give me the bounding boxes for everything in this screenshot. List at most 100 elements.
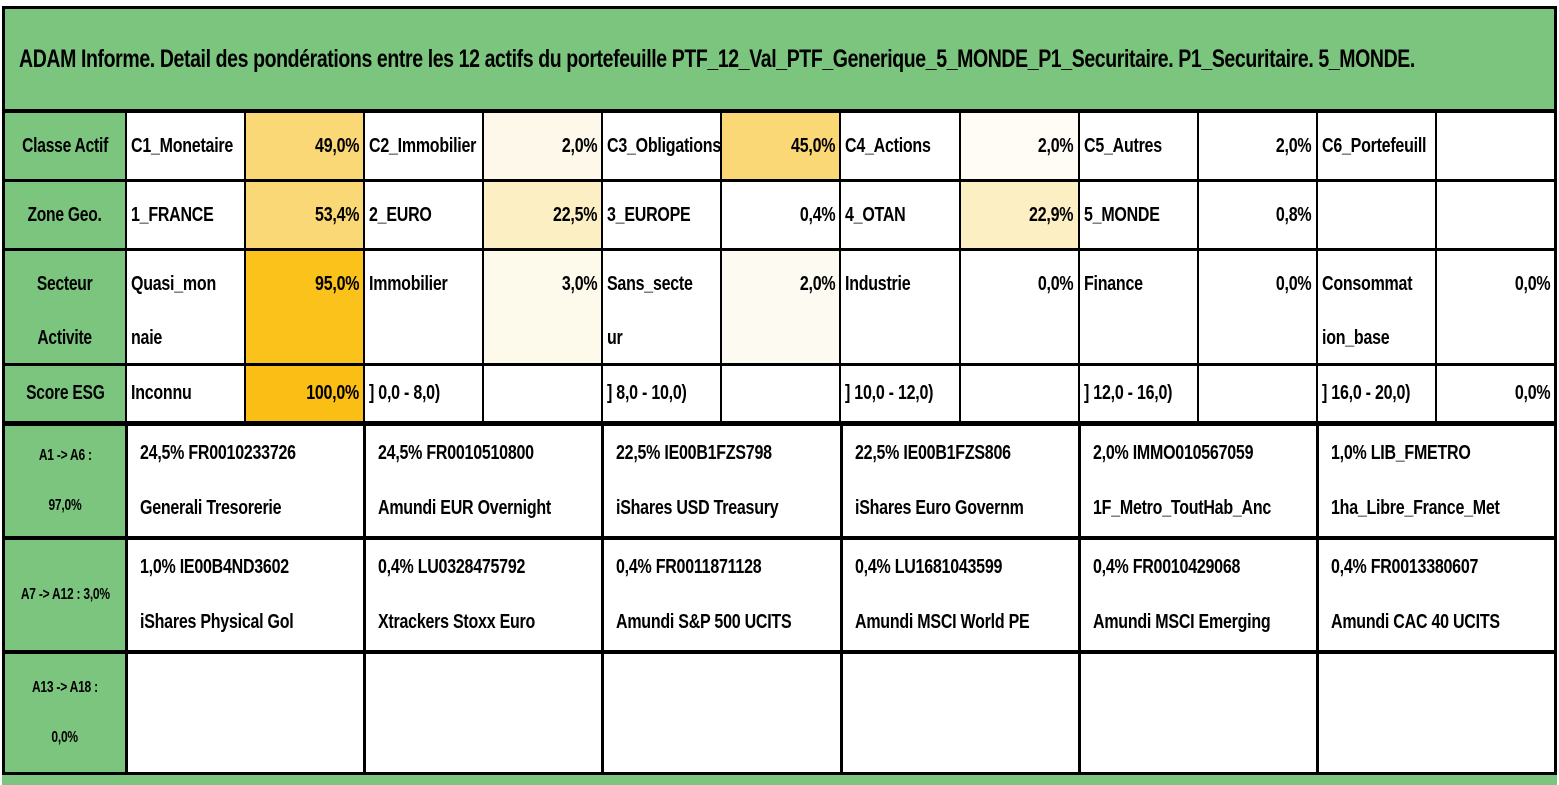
zone-4-label-cell: 4_OTAN: [839, 182, 959, 248]
cell-text: 45,0%: [791, 134, 836, 157]
secteur-4-label-cell: Industrie: [839, 251, 959, 363]
asset-weight-isin: 1,0% LIB_FMETRO: [1330, 442, 1471, 464]
cell-text: 2_EURO: [369, 203, 432, 226]
bottom-green-strip: [2, 775, 1557, 785]
secteur-4-value-cell: 0,0%: [958, 251, 1078, 363]
asset-cell-a7: 1,0% IE00B4ND3602 iShares Physical Gol: [125, 540, 364, 650]
secteur-1-value-cell: 95,0%: [244, 251, 364, 363]
asset-name: iShares Euro Governm: [854, 497, 1024, 519]
secteur-3-value-cell: 2,0%: [720, 251, 840, 363]
asset-cell-a3: 22,5% IE00B1FZS798 iShares USD Treasury: [601, 426, 840, 536]
row-header-classe-actif: Classe Actif: [5, 113, 125, 179]
secteur-6-label-cell: Consommation_base: [1315, 251, 1435, 363]
cell-text: Consommation_base: [1321, 273, 1413, 349]
asset-cell-empty-3: [601, 654, 840, 772]
cell-text: ] 8,0 - 10,0): [607, 382, 687, 404]
cell-text: 2,0%: [561, 134, 598, 157]
cell-text: 22,9%: [1029, 203, 1074, 226]
asset-weight-isin: 22,5% IE00B1FZS806: [854, 442, 1011, 464]
classe-c4-label-cell: C4_Actions: [839, 113, 959, 179]
cell-text: 0,8%: [1276, 203, 1312, 226]
asset-name: Amundi CAC 40 UCITS: [1330, 611, 1500, 633]
zone-1-value-cell: 53,4%: [244, 182, 364, 248]
secteur-2-value-cell: 3,0%: [482, 251, 602, 363]
esg-2-label-cell: ] 0,0 - 8,0): [363, 366, 483, 421]
esg-6-value-cell: 0,0%: [1434, 366, 1554, 421]
row-assets-a13-a18: A13 -> A18 : 0,0%: [5, 650, 1555, 772]
asset-cell-a10: 0,4% LU1681043599 Amundi MSCI World PE: [839, 540, 1078, 650]
row-header-text: A13 -> A18 :: [32, 679, 98, 696]
cell-text: ] 0,0 - 8,0): [369, 382, 441, 404]
cell-text: Finance: [1083, 273, 1143, 295]
cell-text: C5_Autres: [1083, 134, 1162, 157]
secteur-5-value-cell: 0,0%: [1196, 251, 1316, 363]
cell-text: C4_Actions: [845, 134, 932, 157]
row-header-subtext: 97,0%: [48, 497, 82, 514]
secteur-1-label-cell: Quasi_monnaie: [125, 251, 245, 363]
row-header-secteur-activite: Secteur Activite: [5, 251, 125, 363]
esg-1-value-cell: 100,0%: [244, 366, 364, 421]
zone-6-value-cell: [1434, 182, 1554, 248]
row-header-text: A7 -> A12 : 3,0%: [20, 586, 110, 603]
cell-text: 1_FRANCE: [131, 203, 214, 226]
cell-text: 3_EUROPE: [607, 203, 691, 226]
report-title: ADAM Informe. Detail des pondérations en…: [19, 44, 1415, 73]
esg-3-value-cell: [720, 366, 840, 421]
cell-text: C6_Portefeuill: [1321, 134, 1427, 157]
row-zone-geo: Zone Geo. 1_FRANCE 53,4% 2_EURO 22,5% 3_…: [5, 179, 1554, 248]
cell-text: 0,0%: [1038, 273, 1074, 295]
zone-6-label-cell: [1315, 182, 1435, 248]
zone-2-value-cell: 22,5%: [482, 182, 602, 248]
asset-cell-empty-4: [839, 654, 1078, 772]
asset-cell-empty-2: [363, 654, 602, 772]
asset-weight-isin: 24,5% FR0010510800: [378, 442, 534, 464]
row-header-a13-a18: A13 -> A18 : 0,0%: [5, 654, 125, 772]
row-assets-a1-a6: A1 -> A6 : 97,0% 24,5% FR0010233726 Gener…: [5, 421, 1555, 536]
esg-5-label-cell: ] 12,0 - 16,0): [1077, 366, 1197, 421]
cell-text: 5_MONDE: [1083, 203, 1160, 226]
zone-4-value-cell: 22,9%: [958, 182, 1078, 248]
asset-cell-a11: 0,4% FR0010429068 Amundi MSCI Emerging: [1077, 540, 1316, 650]
row-header-text: Score ESG: [25, 382, 105, 404]
asset-cell-a9: 0,4% FR0011871128 Amundi S&P 500 UCITS: [601, 540, 840, 650]
secteur-5-label-cell: Finance: [1077, 251, 1197, 363]
cell-text: C3_Obligations: [607, 134, 721, 157]
row-classe-actif: Classe Actif C1_Monetaire 49,0% C2_Immob…: [5, 109, 1554, 179]
esg-4-value-cell: [958, 366, 1078, 421]
asset-name: iShares Physical Gol: [140, 611, 294, 633]
row-score-esg: Score ESG Inconnu 100,0% ] 0,0 - 8,0) ] …: [5, 363, 1554, 421]
esg-5-value-cell: [1196, 366, 1316, 421]
asset-cell-a6: 1,0% LIB_FMETRO 1ha_Libre_France_Met: [1315, 426, 1555, 536]
asset-weight-isin: 2,0% IMMO010567059: [1092, 442, 1253, 464]
row-header-subtext: 0,0%: [51, 729, 79, 746]
cell-text: 2,0%: [1038, 134, 1074, 157]
cell-text: Inconnu: [131, 382, 192, 404]
asset-cell-empty-5: [1077, 654, 1316, 772]
asset-name: iShares USD Treasury: [616, 497, 779, 519]
cell-text: Quasi_monnaie: [131, 273, 216, 349]
asset-weight-isin: 0,4% FR0011871128: [616, 556, 762, 578]
asset-name: Amundi S&P 500 UCITS: [616, 611, 792, 633]
secteur-3-label-cell: Sans_secteur: [601, 251, 721, 363]
classe-c6-value-cell: [1434, 113, 1554, 179]
asset-name: 1F_Metro_ToutHab_Anc: [1092, 497, 1271, 519]
asset-name: 1ha_Libre_France_Met: [1330, 497, 1500, 519]
cell-text: Immobilier: [369, 273, 448, 295]
row-header-score-esg: Score ESG: [5, 366, 125, 421]
row-header-a7-a12: A7 -> A12 : 3,0%: [5, 540, 125, 650]
zone-2-label-cell: 2_EURO: [363, 182, 483, 248]
weights-table: ADAM Informe. Detail des pondérations en…: [2, 6, 1557, 775]
cell-text: C1_Monetaire: [131, 134, 234, 157]
asset-cell-a12: 0,4% FR0013380607 Amundi CAC 40 UCITS: [1315, 540, 1555, 650]
asset-weight-isin: 0,4% LU1681043599: [854, 556, 1002, 578]
cell-text: 3,0%: [561, 273, 598, 295]
cell-text: Sans_secteur: [607, 273, 693, 349]
cell-text: 0,0%: [1276, 273, 1312, 295]
asset-cell-empty-1: [125, 654, 364, 772]
cell-text: 22,5%: [553, 203, 598, 226]
asset-weight-isin: 0,4% LU0328475792: [378, 556, 526, 578]
row-header-text: Zone Geo.: [27, 203, 103, 226]
cell-text: 2,0%: [799, 273, 836, 295]
cell-text: 0,0%: [1514, 382, 1550, 404]
asset-cell-a1: 24,5% FR0010233726 Generali Tresorerie: [125, 426, 364, 536]
